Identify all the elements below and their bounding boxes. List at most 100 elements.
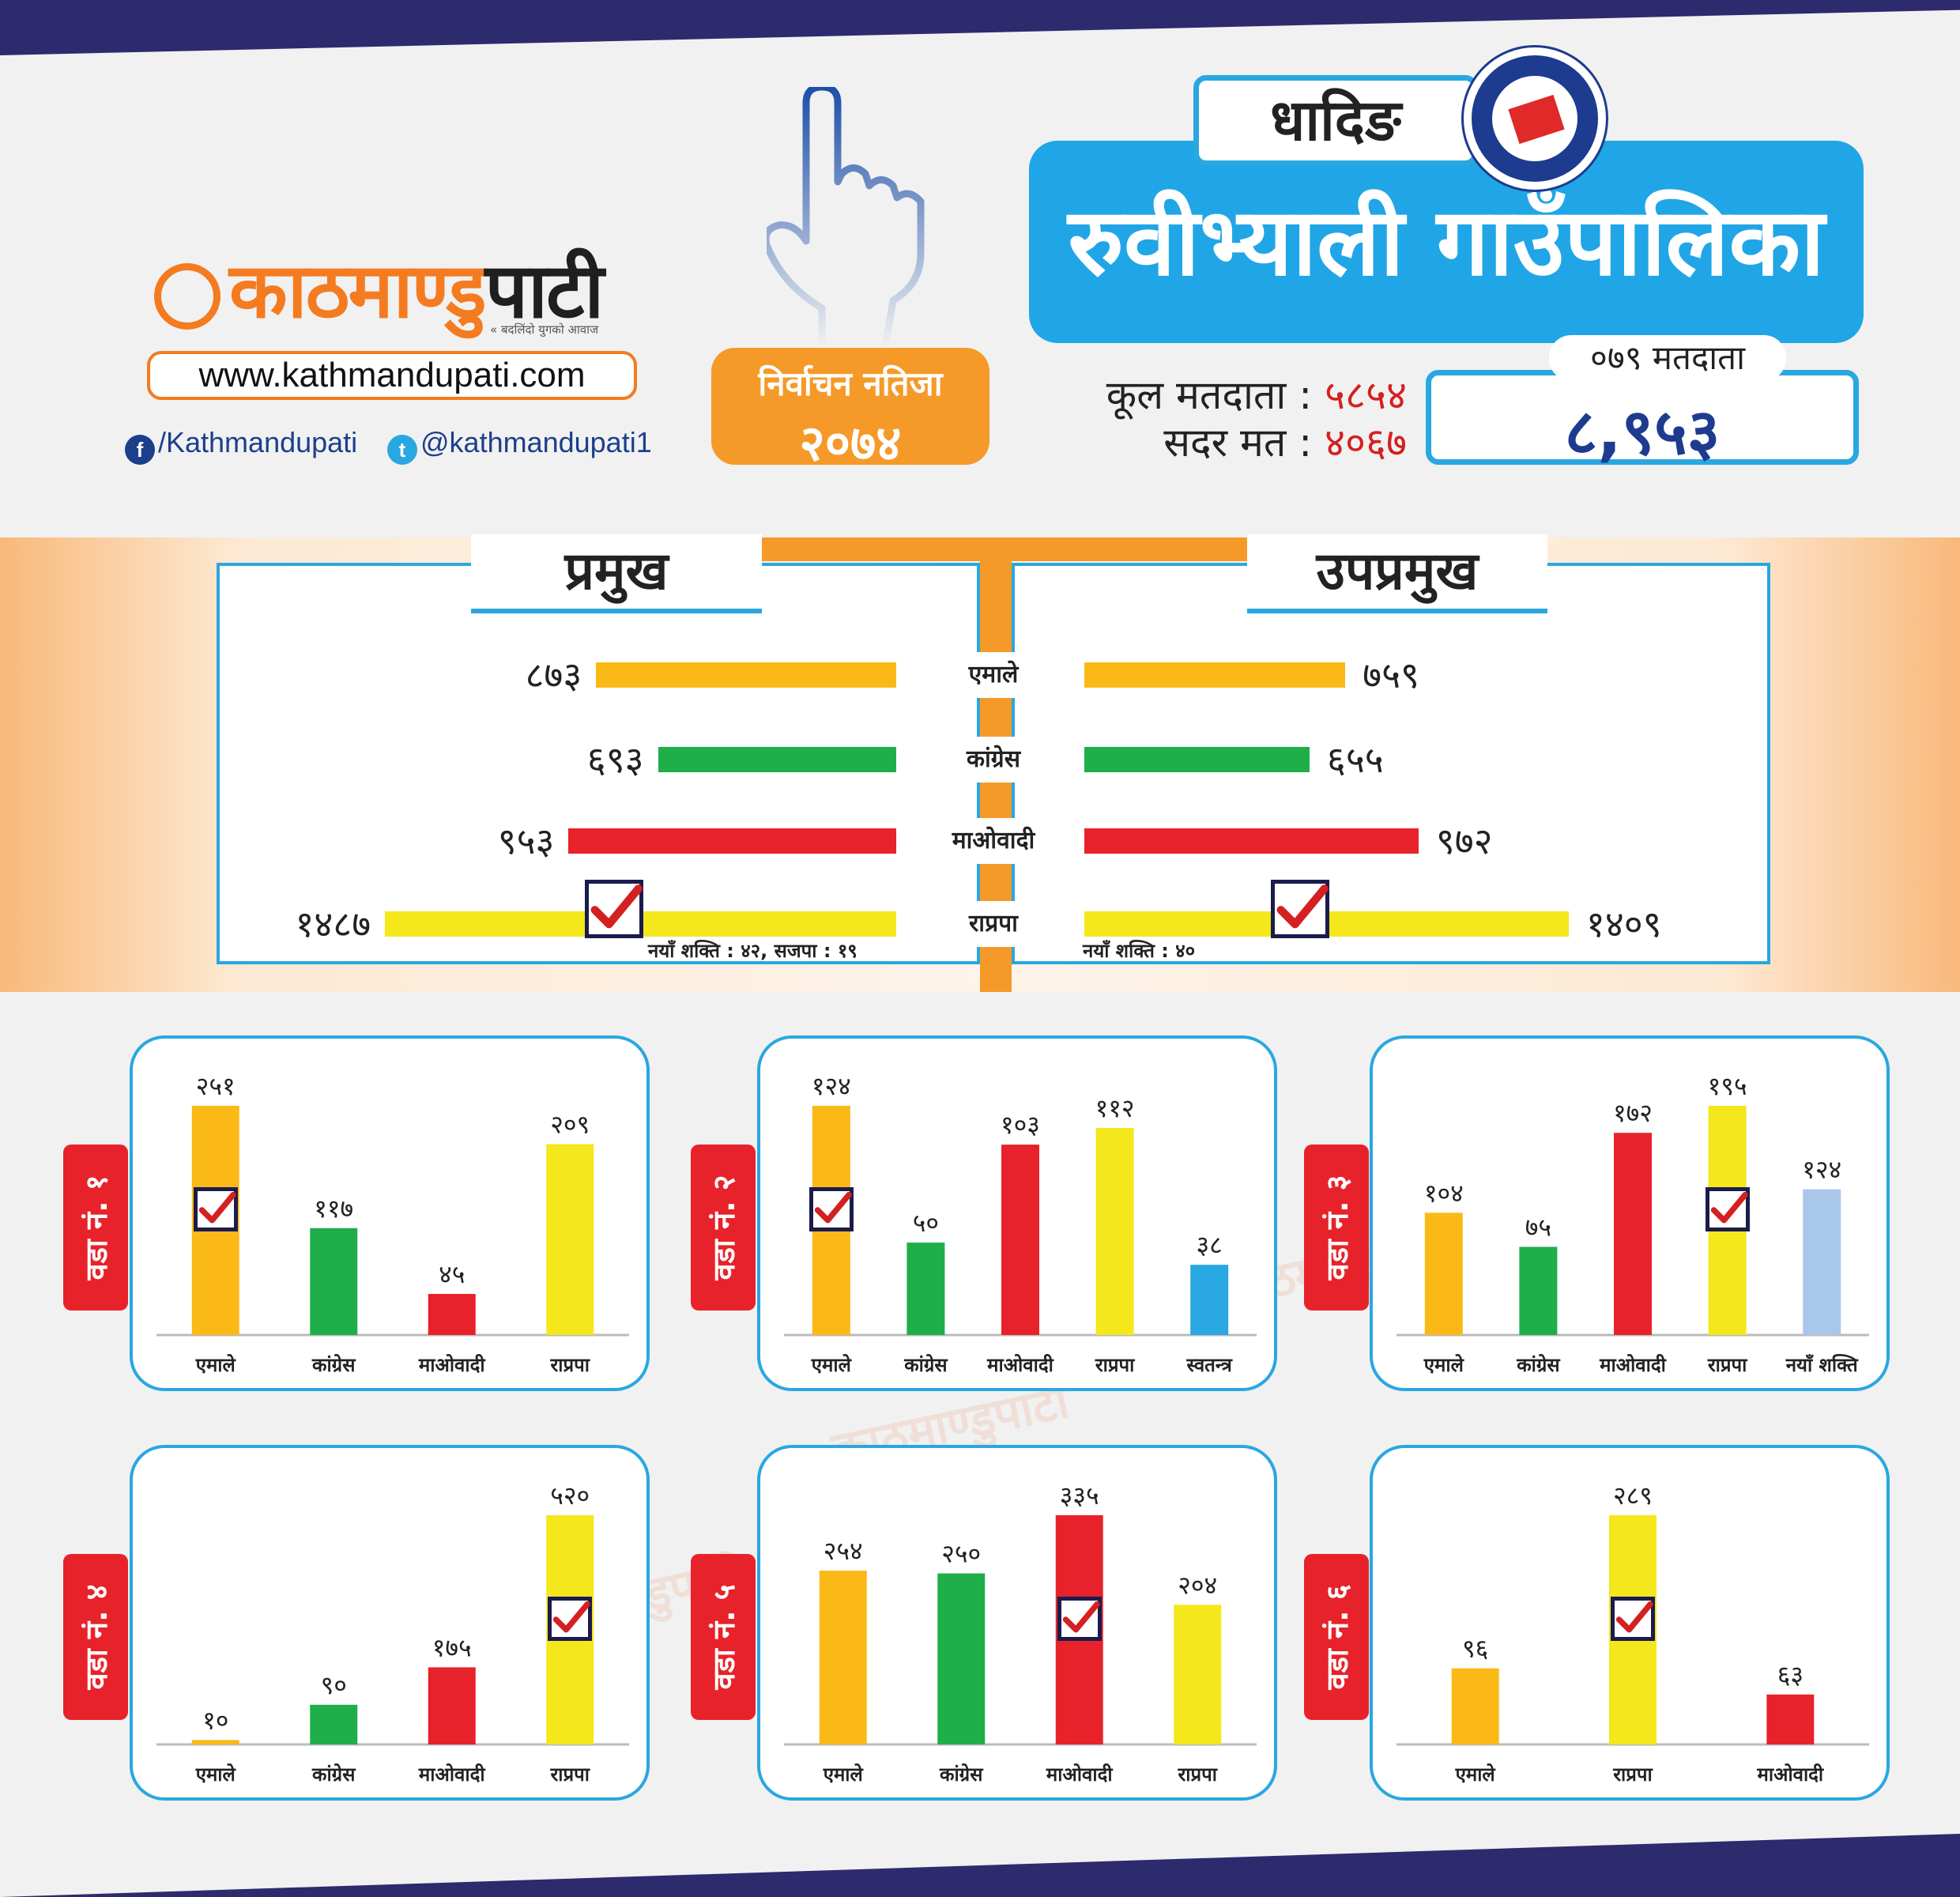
valid-votes-value: ४०६७ [1325,420,1407,466]
ward-label: वडा नं. ६ [1304,1554,1369,1720]
category-label: एमाले [823,1763,865,1786]
bar [1614,1133,1652,1335]
value-label: ३८ [1197,1230,1223,1260]
value-label: २०४ [1178,1570,1217,1600]
bar [1451,1668,1499,1744]
total-voters-value: ५८५४ [1325,372,1407,418]
brand-name-b: पाटी [484,247,605,335]
chief-heading: प्रमुख [471,534,762,613]
deputy-value-label: ७५९ [1363,654,1419,696]
deputy-bar [1084,662,1346,688]
ward-chart-2: १२४ एमाले ५० कांग्रेस १०३ माओवादी ११२ राप्रपा ३८… [757,1035,1277,1391]
value-label: १२४ [1802,1155,1841,1185]
category-label: कांग्रेस [311,1354,356,1376]
ward-label: वडा नं. ४ [63,1554,128,1720]
value-label: १७५ [432,1632,472,1662]
category-label: एमाले [1455,1763,1497,1786]
bar [1424,1212,1463,1335]
category-label: राप्रपा [549,1763,590,1786]
value-label: ६३ [1777,1660,1804,1690]
value-label: ९० [321,1670,347,1700]
ward-chart-5: २५४ एमाले २५० कांग्रेस ३३५ माओवादी २०४ राप्रपा [757,1445,1277,1801]
value-label: १७२ [1613,1098,1653,1128]
category-label: राप्रपा [1095,1354,1135,1376]
brand-logo: काठमाण्डुपाटी [150,253,604,329]
website-url[interactable]: www.kathmandupati.com [147,351,637,400]
party-label: राप्रपा [939,901,1048,947]
bar [1766,1694,1815,1744]
twitter-link[interactable]: t @kathmandupati1 [387,425,652,465]
value-label: २५४ [824,1536,863,1566]
bar [310,1228,358,1335]
category-label: नयाँ शक्ति [1785,1354,1859,1376]
bar [937,1573,986,1744]
facebook-handle: /Kathmandupati [158,426,358,458]
voters-079-box: ८,९५३ [1426,370,1859,469]
ward-label: वडा नं. ३ [1304,1145,1369,1311]
bar [1190,1265,1229,1335]
bottom-band [0,1834,1960,1897]
category-label: माओवादी [1757,1763,1824,1786]
value-label: २०९ [550,1110,590,1140]
category-label: राप्रपा [549,1354,590,1376]
category-label: कांग्रेस [311,1763,356,1786]
value-label: १९५ [1708,1071,1747,1101]
value-label: २५० [941,1539,981,1569]
bar [1174,1605,1222,1744]
ward-bar-chart: २५४ एमाले २५० कांग्रेस ३३५ माओवादी २०४ राप्रपा [784,1480,1257,1786]
bar [1001,1145,1039,1335]
value-label: २५१ [196,1071,236,1101]
result-line1: निर्वाचन नतिजा [758,364,943,403]
ward-chart-3: १०४ एमाले ७५ कांग्रेस १७२ माओवादी १९५ राप्रपा १२… [1370,1035,1890,1391]
twitter-icon: t [387,435,417,465]
winner-check-icon [1611,1596,1655,1641]
party-label: कांग्रेस [939,737,1048,783]
category-label: एमाले [195,1354,237,1376]
party-label: माओवादी [939,818,1048,864]
bar [191,1740,239,1744]
ward-chart-4: १० एमाले ९० कांग्रेस १७५ माओवादी ५२० राप्रपा [130,1445,650,1801]
bar [906,1243,945,1335]
value-label: ७५ [1525,1212,1551,1242]
facebook-link[interactable]: f/Kathmandupati [125,425,357,465]
district-title: धादिङ [1193,75,1478,166]
election-commission-icon [1464,47,1606,190]
brand-name-a: काठमाण्डु [229,247,487,335]
chief-value-label: १४८७ [295,903,371,945]
deputy-bar [1084,828,1419,854]
category-label: माओवादी [986,1354,1054,1376]
ward-chart-6: ९६ एमाले २८९ राप्रपा ६३ माओवादी [1370,1445,1890,1801]
deputy-heading: उपप्रमुख [1247,534,1547,613]
chief-bar [658,747,896,772]
voters-079-label: ०७९ मतदाता [1549,335,1786,381]
voter-stats: कूल मतदाता : ५८५४ सदर मत : ४०६७ [1106,371,1407,466]
bar [546,1144,594,1335]
value-label: १२४ [812,1071,851,1101]
chief-bar [596,662,896,688]
value-label: ११२ [1095,1093,1135,1123]
value-label: २८९ [1613,1480,1653,1510]
value-label: ५० [913,1208,939,1238]
bar [428,1294,476,1335]
bar [310,1704,358,1744]
category-label: एमाले [195,1763,237,1786]
ward-chart-1: २५१ एमाले ११७ कांग्रेस ४५ माओवादी २०९ राप्रपा [130,1035,650,1391]
value-label: ११७ [314,1194,353,1224]
election-result-badge: निर्वाचन नतिजा २०७४ [711,348,989,472]
chief-value-label: ९५३ [497,820,555,862]
voting-finger-icon [767,87,925,348]
value-label: १०४ [1424,1178,1464,1208]
deputy-note: नयाँ शक्ति : ४० [1083,940,1196,962]
value-label: ४५ [439,1259,465,1289]
party-label: एमाले [939,652,1048,698]
deputy-bar [1084,747,1310,772]
category-label: राप्रपा [1612,1763,1653,1786]
bar [1519,1246,1558,1335]
category-label: कांग्रेस [1516,1354,1560,1376]
twitter-handle: @kathmandupati1 [420,426,652,458]
deputy-value-label: १४०९ [1585,903,1662,945]
ward-bar-chart: १०४ एमाले ७५ कांग्रेस १७२ माओवादी १९५ राप्रपा १२… [1396,1071,1869,1376]
top-band [0,0,1960,55]
voters-079-value: ८,९५३ [1564,395,1721,469]
category-label: एमाले [811,1354,853,1376]
